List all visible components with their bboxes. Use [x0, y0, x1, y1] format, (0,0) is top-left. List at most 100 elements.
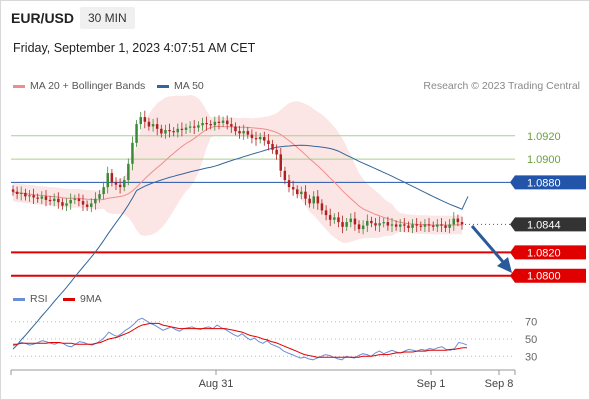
candle-body — [127, 163, 130, 181]
candle-body — [98, 194, 101, 199]
candle-body — [399, 224, 402, 227]
level-tag-1.0880 — [510, 175, 586, 190]
candle-body — [254, 138, 258, 140]
candle — [337, 212, 340, 228]
candle-body — [357, 224, 361, 230]
candle-body — [279, 154, 282, 171]
candle — [460, 216, 464, 230]
candle — [456, 214, 460, 227]
candle — [345, 218, 348, 231]
candle-body — [456, 218, 460, 223]
candle-body — [164, 130, 167, 134]
candle — [234, 122, 237, 136]
candle-body — [436, 224, 439, 227]
candle-body — [316, 196, 320, 204]
candle-body — [147, 121, 151, 127]
candle — [242, 124, 245, 140]
candle-body — [32, 195, 35, 198]
candle — [77, 193, 81, 207]
candle-body — [440, 224, 443, 226]
candle-body — [213, 121, 217, 126]
level-label-1.0800: 1.0800 — [527, 271, 561, 283]
candle-body — [444, 225, 447, 228]
level-label-1.0900: 1.0900 — [527, 154, 561, 166]
candle-body — [263, 137, 266, 141]
candle-body — [188, 126, 192, 128]
candle-body — [168, 130, 171, 132]
candle — [250, 129, 254, 144]
candle — [390, 218, 394, 232]
legend-9ma: 9MA — [63, 293, 102, 305]
candle — [217, 115, 221, 130]
candle — [147, 117, 151, 131]
candle — [254, 131, 258, 146]
candle — [291, 180, 295, 196]
candle-body — [382, 222, 385, 224]
x-axis: Aug 31 Sep 1 Sep 8 — [10, 369, 516, 390]
candle — [357, 220, 361, 234]
candle-body — [415, 224, 418, 226]
candle-body — [230, 124, 233, 127]
candle-body — [361, 225, 365, 230]
candle-body — [419, 225, 423, 227]
moving-average-layer — [12, 125, 469, 350]
candle — [209, 120, 212, 130]
candle — [81, 194, 85, 211]
candle — [94, 192, 97, 210]
candle-body — [328, 215, 332, 220]
candle — [164, 124, 167, 139]
candle — [452, 212, 455, 231]
legend-rsi: RSI — [13, 293, 48, 305]
candle — [296, 185, 299, 199]
candle-body — [15, 191, 19, 194]
candle — [382, 218, 385, 228]
candle — [411, 219, 414, 234]
candle-body — [73, 198, 77, 200]
level-label-1.0820: 1.0820 — [527, 247, 561, 259]
candle — [304, 185, 307, 206]
candle-body — [234, 126, 237, 132]
candle-body — [370, 220, 373, 224]
legend-ma20-swatch — [13, 84, 25, 88]
candle-body — [69, 199, 72, 204]
legend-ma50-label: MA 50 — [174, 80, 204, 92]
candle — [287, 174, 291, 193]
candle-body — [61, 202, 64, 206]
candles-layer — [11, 110, 464, 235]
symbol-title: EUR/USD — [11, 10, 75, 26]
candle-body — [271, 144, 274, 150]
candle-body — [135, 124, 138, 143]
candle — [155, 117, 159, 136]
candle — [65, 198, 68, 211]
candle — [40, 191, 44, 204]
legend-9ma-swatch — [63, 297, 75, 301]
candle-body — [374, 223, 377, 226]
candle — [440, 218, 443, 232]
candle — [238, 125, 241, 139]
candle-body — [24, 192, 27, 197]
candle-body — [118, 184, 122, 188]
candle — [436, 219, 439, 232]
candle — [135, 120, 138, 147]
candle-body — [390, 224, 394, 226]
candle — [15, 186, 19, 200]
candle-body — [110, 173, 114, 183]
candle — [85, 200, 89, 211]
candle — [118, 178, 122, 194]
candle-body — [28, 195, 31, 197]
rsi-series-9MA — [13, 322, 467, 358]
candle — [28, 190, 31, 202]
candle — [328, 208, 332, 227]
candle — [184, 123, 188, 134]
candle — [324, 205, 328, 221]
candle — [415, 218, 418, 232]
candle — [448, 219, 451, 234]
timeframe-badge[interactable]: 30 MIN — [80, 7, 135, 29]
rsi-tick-50: 50 — [525, 334, 537, 346]
research-credit: Research © 2023 Trading Central — [423, 80, 580, 92]
candle-body — [205, 123, 208, 125]
legend-9ma-label: 9MA — [80, 293, 102, 305]
legend-rsi-label: RSI — [30, 293, 48, 305]
candle — [403, 218, 406, 232]
candle-body — [201, 123, 204, 126]
